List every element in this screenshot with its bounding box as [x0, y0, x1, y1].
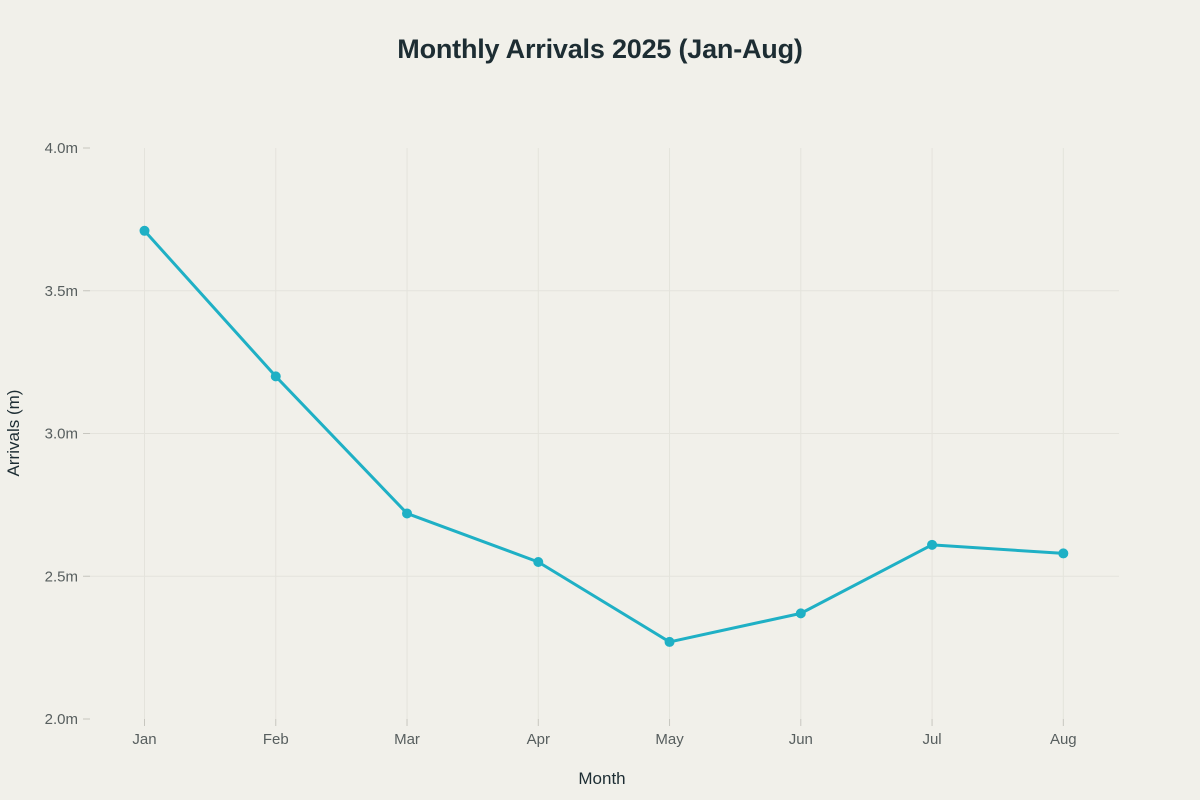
- x-tick-label: Jan: [132, 731, 156, 748]
- data-point-jul: [927, 539, 938, 550]
- data-point-jun: [795, 608, 806, 619]
- x-tick-label: Jul: [922, 731, 941, 748]
- data-point-mar: [402, 508, 413, 519]
- data-point-jan: [139, 225, 150, 236]
- y-tick-label: 4.0m: [45, 140, 78, 157]
- data-point-may: [664, 636, 675, 647]
- data-point-feb: [270, 371, 281, 382]
- x-tick-label: Jun: [789, 731, 813, 748]
- x-tick-label: Apr: [527, 731, 550, 748]
- x-tick-label: Aug: [1050, 731, 1077, 748]
- x-tick-label: Mar: [394, 731, 420, 748]
- data-point-aug: [1058, 548, 1069, 559]
- chart-title: Monthly Arrivals 2025 (Jan-Aug): [397, 34, 803, 64]
- data-point-apr: [533, 556, 544, 567]
- y-tick-label: 3.5m: [45, 283, 78, 300]
- x-axis-title: Month: [578, 769, 626, 788]
- x-tick-label: Feb: [263, 731, 289, 748]
- series-line: [143, 229, 1065, 644]
- y-tick-label: 3.0m: [45, 426, 78, 443]
- y-tick-label: 2.5m: [45, 568, 78, 585]
- x-tick-label: May: [655, 731, 684, 748]
- y-tick-label: 2.0m: [45, 711, 78, 728]
